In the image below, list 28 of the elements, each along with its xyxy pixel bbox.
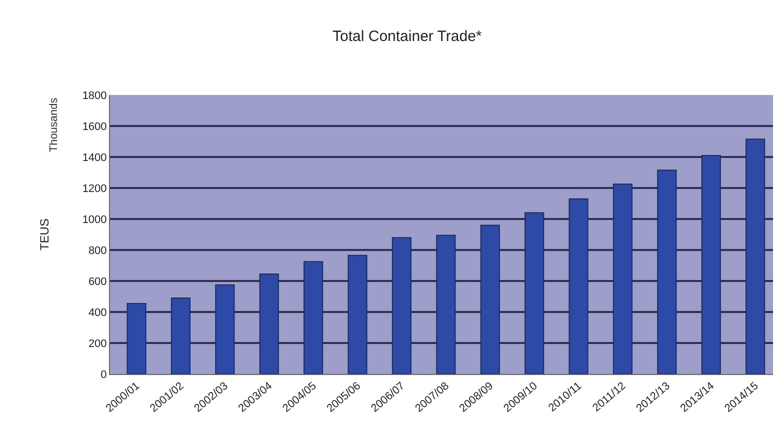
y-tick-label: 1000 (82, 214, 107, 226)
y-tick-label: 1400 (82, 152, 107, 164)
y-tick-label: 1200 (82, 182, 107, 195)
bar (126, 302, 146, 374)
y-tick-label: 1600 (82, 120, 107, 133)
y-tick-label: 0 (100, 368, 107, 381)
bar (392, 237, 412, 374)
bar (568, 198, 588, 374)
bar (304, 261, 324, 374)
y-tick-label: 800 (88, 244, 107, 257)
y-tick-label: 1800 (82, 90, 107, 102)
bar (170, 298, 190, 374)
chart-title: Total Container Trade* (332, 28, 482, 45)
bar (348, 254, 368, 374)
bar (436, 234, 456, 374)
text: Thousands (48, 97, 60, 152)
bar (701, 154, 721, 374)
y-tick-label: 400 (88, 306, 107, 319)
bar (480, 224, 500, 374)
bar (259, 274, 279, 374)
y-tick-label: 600 (88, 276, 107, 288)
y-axis-title: TEUS (38, 218, 52, 251)
bar (524, 212, 544, 374)
bar (215, 284, 235, 374)
y-tick-label: 200 (88, 338, 107, 350)
bar (746, 138, 766, 374)
bar (612, 184, 632, 374)
bar (657, 170, 677, 374)
